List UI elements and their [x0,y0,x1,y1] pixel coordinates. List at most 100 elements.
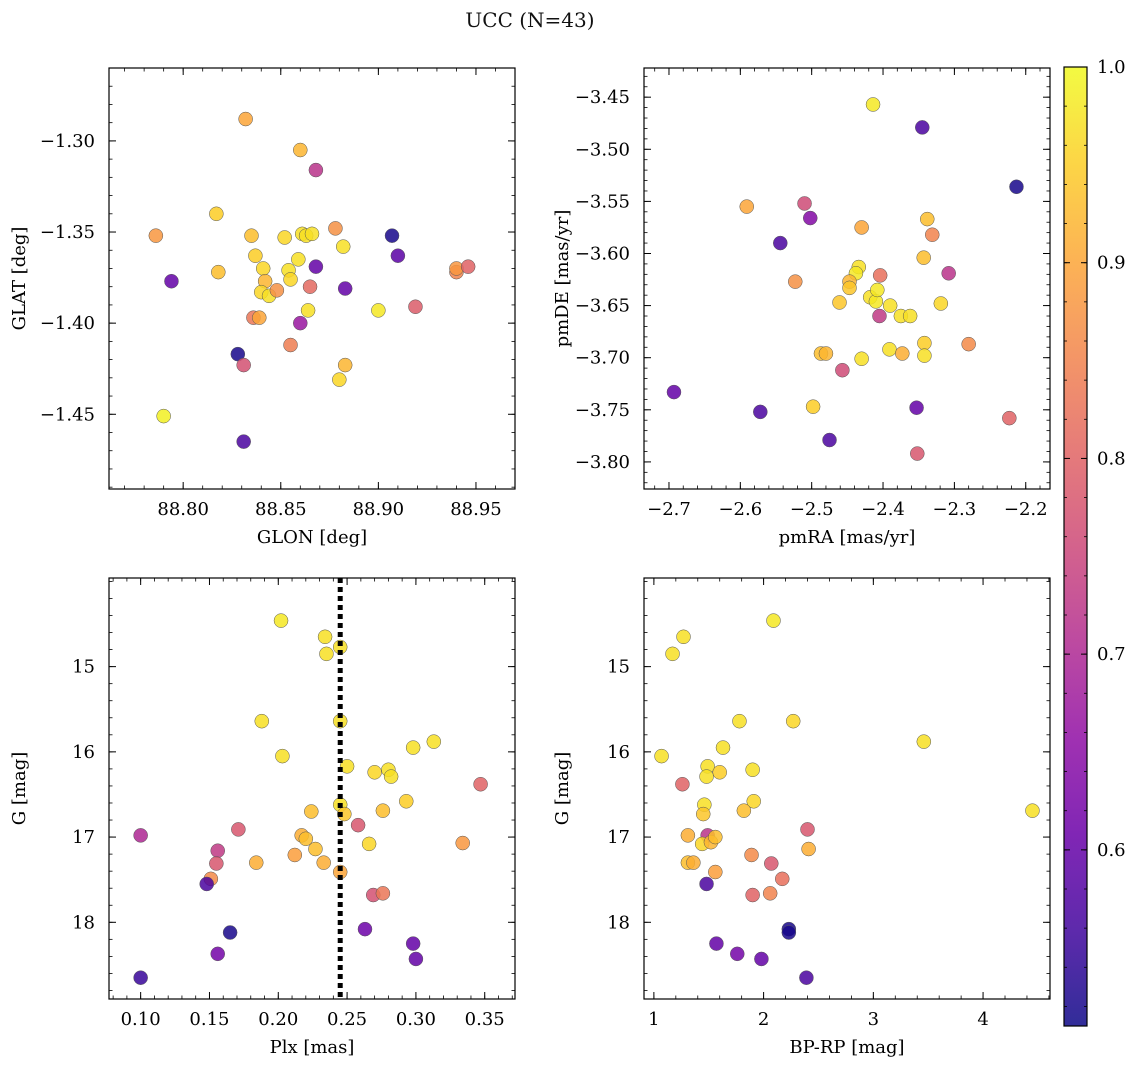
x-tick-label: 0.15 [189,1009,229,1030]
data-point [238,111,253,127]
data-point [785,713,801,729]
data-point [308,162,324,178]
data-point [842,280,857,296]
colorbar-tick-label: 0.8 [1097,448,1126,469]
colorbar-scale [1063,66,1088,1027]
data-point [730,946,745,962]
data-point [746,794,761,809]
data-point [917,348,932,363]
y-tick-label: −1.35 [40,222,95,243]
data-point [915,120,930,135]
data-point [254,713,270,729]
axes-frame [643,67,1051,490]
data-point [696,806,711,822]
axes-frame [643,577,1051,1000]
figure-title: UCC (N=43) [465,8,595,32]
data-point [686,855,701,870]
data-point [762,886,778,901]
data-point [244,228,259,243]
axes-frame [108,577,516,1000]
data-point [455,835,470,851]
data-point [708,829,723,845]
data-point [209,856,224,871]
data-point [133,828,148,843]
data-point [164,273,179,289]
data-point [408,951,424,967]
data-point [273,613,289,628]
data-point [775,871,790,887]
y-tick-label: 17 [607,827,630,848]
data-point [248,248,263,263]
colorbar: 0.6 0.7 0.8 0.9 1.0 [1063,57,1126,1027]
data-point [319,646,334,662]
x-axis-label: BP-RP [mag] [789,1037,904,1058]
colorbar-tick-label: 0.6 [1097,840,1126,861]
data-point [210,946,225,962]
ticks: −2.7 −2.6 −2.5 −2.4 −2.3 −2.2 −3.45 −3.50 −3.55 −… [575,68,1050,520]
x-tick-label: 0.25 [327,1009,367,1030]
data-point [249,855,264,870]
scatter-panel-4: 1 2 3 4 15 16 17 18 BP-RP [mag] G [mag] [552,577,1051,1058]
data-point [222,925,238,940]
x-tick-label: 88.85 [255,499,307,520]
data-point [680,828,696,843]
data-point [818,346,834,361]
data-point [781,925,797,940]
y-axis-label: pmDE [mas/yr] [552,210,573,348]
data-point [803,210,818,226]
y-tick-label: −3.80 [575,452,630,473]
data-point [797,196,812,211]
data-point [209,206,224,222]
data-point [872,308,887,324]
minor-ticks [109,67,516,489]
data-points [133,613,488,985]
data-point [199,876,214,892]
y-tick-label: −3.65 [575,296,630,317]
x-tick-label: 3 [868,1009,879,1030]
y-tick-label: −3.55 [575,191,630,212]
data-point [788,274,803,289]
data-point [350,817,366,833]
y-tick-label: 16 [607,742,630,763]
y-tick-label: 15 [607,657,630,678]
data-point [854,351,869,366]
data-point [335,239,351,254]
x-tick-label: −2.4 [861,499,905,520]
data-point [236,434,251,449]
x-tick-label: 88.80 [157,499,209,520]
data-point [910,446,925,461]
data-point [1009,179,1024,195]
data-point [367,765,382,780]
colorbar-tick-label: 1.0 [1097,57,1126,78]
data-point [231,822,246,837]
data-point [895,346,910,361]
y-tick-label: −3.60 [575,243,630,264]
y-tick-label: 16 [72,742,95,763]
data-point [383,769,399,784]
data-point [304,804,319,819]
y-tick-label: −3.70 [575,348,630,369]
data-point [933,296,949,311]
x-tick-label: 0.10 [121,1009,161,1030]
data-point [801,841,816,857]
data-point [941,266,956,281]
data-point [665,646,680,662]
data-point [371,303,386,318]
data-point [283,272,298,287]
ticks: 88.80 88.85 88.90 88.95 −1.30 −1.35 −1.40 −1.45 [40,68,515,520]
data-point [291,252,306,267]
data-point [832,295,847,310]
y-axis-label: G [mag] [552,752,573,825]
colorbar-tick-label: 0.9 [1097,253,1126,274]
data-point [252,310,267,325]
data-point [1025,803,1040,818]
data-point [925,227,940,242]
data-point [308,259,324,274]
data-point [872,268,888,283]
data-point [283,337,298,353]
data-point [835,362,850,378]
axes-frame [108,67,516,490]
data-point [302,279,318,294]
data-point [715,740,731,755]
